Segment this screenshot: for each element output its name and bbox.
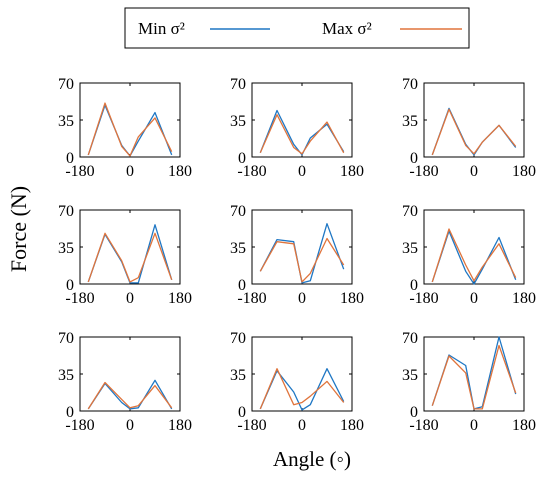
y-tick-label: 70 [230, 330, 246, 347]
x-tick-label: -180 [65, 290, 94, 307]
y-tick-label: 0 [238, 404, 246, 421]
x-tick-label: 180 [340, 417, 364, 434]
series-min-line [87, 104, 173, 157]
x-tick-label: -180 [65, 417, 94, 434]
series-max-line [259, 237, 345, 283]
axes-frame [423, 82, 525, 158]
axes-frame [423, 209, 525, 285]
series-max-line [259, 114, 345, 155]
x-tick-label: 180 [340, 163, 364, 180]
x-tick-label: 0 [126, 290, 134, 307]
x-tick-label: -180 [409, 163, 438, 180]
y-tick-label: 35 [230, 113, 246, 130]
x-tick-label: 0 [126, 163, 134, 180]
series-min-line [87, 224, 173, 284]
y-tick-label: 35 [230, 367, 246, 384]
x-tick-label: -180 [237, 417, 266, 434]
x-tick-label: 180 [168, 290, 192, 307]
y-tick-label: 0 [66, 150, 74, 167]
series-max-line [431, 108, 517, 156]
y-tick-label: 35 [402, 113, 418, 130]
axes-frame [251, 336, 353, 412]
y-tick-label: 35 [402, 367, 418, 384]
y-axis-label: Force (N) [6, 186, 31, 272]
series-min-line [87, 379, 173, 410]
series-max-line [87, 102, 173, 157]
x-tick-label: 0 [126, 417, 134, 434]
series-min-line [259, 223, 345, 284]
series-min-line [431, 336, 517, 410]
series-max-line [259, 368, 345, 410]
series-max-line [87, 381, 173, 410]
y-tick-label: 0 [410, 150, 418, 167]
y-tick-label: 70 [230, 203, 246, 220]
series-min-line [431, 107, 517, 156]
axes-frame [79, 209, 181, 285]
series-max-line [87, 232, 173, 283]
y-tick-label: 70 [402, 330, 418, 347]
axes-frame [251, 209, 353, 285]
legend-box [124, 7, 470, 49]
y-tick-label: 35 [58, 240, 74, 257]
y-tick-label: 70 [58, 330, 74, 347]
x-tick-label: 180 [512, 417, 536, 434]
y-tick-label: 70 [58, 76, 74, 93]
y-tick-label: 70 [230, 76, 246, 93]
axes-frame [79, 82, 181, 158]
y-tick-label: 0 [410, 404, 418, 421]
series-min-line [431, 230, 517, 285]
y-tick-label: 0 [66, 277, 74, 294]
legend: Min σ² Max σ² [124, 7, 470, 49]
y-tick-label: 70 [402, 203, 418, 220]
y-tick-label: 0 [238, 277, 246, 294]
legend-label-min: Min σ² [138, 19, 185, 38]
legend-label-max: Max σ² [322, 19, 372, 38]
y-tick-label: 35 [402, 240, 418, 257]
x-tick-label: 0 [470, 163, 478, 180]
x-tick-label: 180 [168, 417, 192, 434]
x-axis-label: Angle (◦) [273, 447, 351, 471]
y-tick-label: 35 [230, 240, 246, 257]
x-tick-label: -180 [237, 163, 266, 180]
x-tick-label: 180 [512, 163, 536, 180]
series-max-line [431, 344, 517, 410]
y-tick-label: 35 [58, 367, 74, 384]
x-tick-label: 0 [298, 290, 306, 307]
x-tick-label: -180 [237, 290, 266, 307]
y-tick-label: 0 [238, 150, 246, 167]
x-tick-label: 180 [168, 163, 192, 180]
x-tick-label: 0 [298, 163, 306, 180]
y-tick-label: 70 [58, 203, 74, 220]
y-tick-label: 70 [402, 76, 418, 93]
series-min-line [259, 368, 345, 411]
x-tick-label: 0 [470, 417, 478, 434]
x-tick-label: 180 [512, 290, 536, 307]
x-tick-label: 0 [298, 417, 306, 434]
y-tick-label: 0 [66, 404, 74, 421]
x-tick-label: 0 [470, 290, 478, 307]
y-tick-label: 35 [58, 113, 74, 130]
x-tick-label: -180 [65, 163, 94, 180]
y-tick-label: 0 [410, 277, 418, 294]
series-max-line [431, 228, 517, 283]
x-tick-label: -180 [409, 417, 438, 434]
axes-frame [251, 82, 353, 158]
x-tick-label: -180 [409, 290, 438, 307]
x-tick-label: 180 [340, 290, 364, 307]
series-min-line [259, 109, 345, 156]
